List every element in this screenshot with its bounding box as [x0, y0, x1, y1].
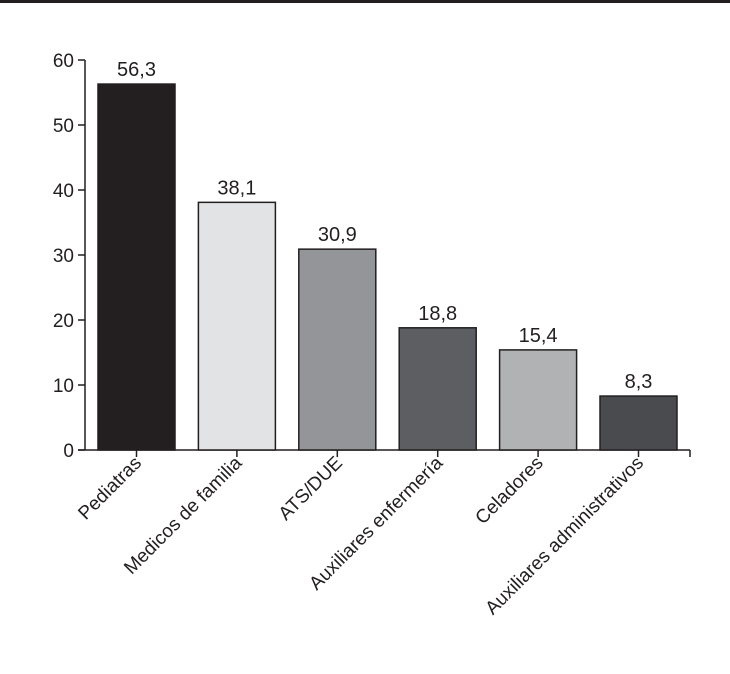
y-tick-label: 20 — [53, 311, 74, 332]
category-label: Pediatras — [74, 453, 146, 525]
bar-value-label: 15,4 — [519, 325, 558, 347]
bar-value-label: 38,1 — [217, 177, 256, 199]
bar — [197, 201, 277, 451]
bar — [298, 248, 377, 451]
bar — [97, 83, 176, 451]
chart-bars — [97, 83, 678, 451]
bar — [599, 395, 678, 451]
top-border-rule — [0, 0, 730, 3]
bar — [398, 327, 477, 451]
category-label: ATS/DUE — [275, 453, 347, 525]
bar-value-label: 30,9 — [318, 224, 357, 246]
bar-value-label: 8,3 — [625, 371, 653, 393]
y-tick-label: 60 — [53, 51, 74, 72]
category-label: Celadores — [472, 453, 548, 529]
y-tick-label: 30 — [53, 246, 74, 267]
chart-value-labels: 56,3 38,1 30,9 18,8 15,4 8,3 — [117, 59, 652, 393]
bar-value-label: 18,8 — [418, 303, 457, 325]
chart-axes: 0 10 20 30 40 50 60 — [53, 51, 691, 462]
bar — [498, 349, 578, 451]
bar-value-label: 56,3 — [117, 59, 156, 81]
y-tick-label: 40 — [53, 181, 74, 202]
y-tick-label: 50 — [53, 116, 74, 137]
y-tick-label: 10 — [53, 376, 74, 397]
y-tick-label: 0 — [63, 441, 74, 462]
